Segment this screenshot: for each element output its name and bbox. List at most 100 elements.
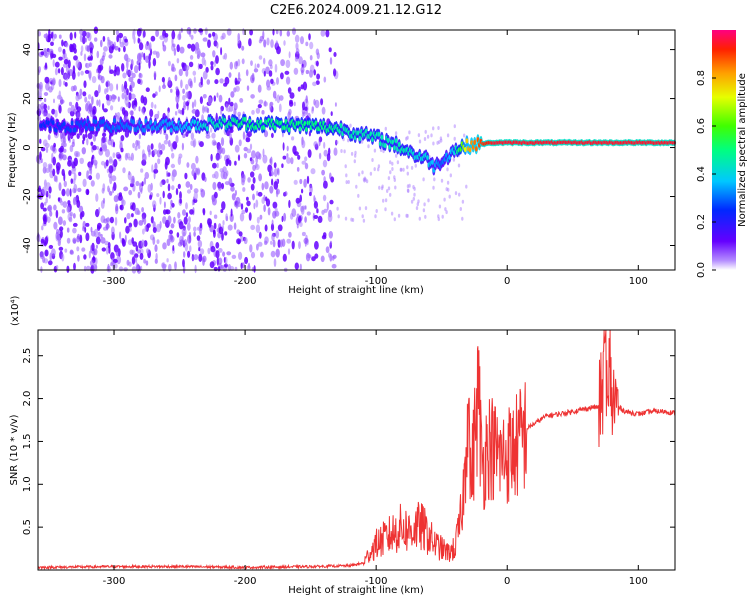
spectrogram-noise-cell xyxy=(179,46,185,54)
colorbar-tick-label: 0.4 xyxy=(696,166,707,182)
spectrogram-noise-cell xyxy=(88,103,93,113)
spectrogram-noise-cell xyxy=(213,95,216,102)
spectrogram-noise-cell xyxy=(328,231,333,239)
spectrogram-x-ticks: -300 -200 -100 0 100 xyxy=(103,30,648,287)
spectrogram-noise-cell xyxy=(71,141,75,148)
spectrogram-noise-cell xyxy=(337,214,340,219)
spectrogram-noise-cell xyxy=(137,37,141,44)
spectrogram-noise-cell xyxy=(215,112,218,122)
spectrogram-noise-cell xyxy=(131,72,136,79)
spectrogram-ridge-core xyxy=(474,146,478,152)
spectrogram-noise-cell xyxy=(353,159,356,164)
spectrogram-noise-cell xyxy=(309,191,312,197)
spectrogram-noise-cell xyxy=(193,226,197,232)
spectrogram-noise-cell xyxy=(406,171,409,176)
spectrogram-noise-cell xyxy=(152,200,157,209)
spectrogram-noise-cell xyxy=(82,226,85,232)
spectrogram-noise-cell xyxy=(73,157,79,167)
spectrogram-noise-cell xyxy=(229,101,234,107)
spectrogram-noise-cell xyxy=(296,213,300,218)
spectrogram-noise-cell xyxy=(156,223,161,233)
spectrogram-noise-cell xyxy=(58,182,62,191)
spectrogram-noise-cell xyxy=(107,242,111,249)
spectrogram-noise-cell xyxy=(138,133,142,140)
spectrogram-noise-cell xyxy=(242,28,245,36)
spectrogram-noise-cell xyxy=(240,262,243,269)
spectrogram-noise-cell xyxy=(152,227,157,233)
spectrogram-noise-cell xyxy=(245,137,251,143)
spectrogram-noise-cell xyxy=(423,137,427,141)
spectrogram-noise-cell xyxy=(61,133,66,139)
spectrogram-noise-cell xyxy=(276,46,281,55)
spectrogram-noise-cell xyxy=(112,141,116,148)
spectrogram-noise-cell xyxy=(271,132,274,139)
spectrogram-noise-cell xyxy=(316,208,319,214)
spectrogram-noise-cell xyxy=(209,261,215,269)
spectrogram-noise-cell xyxy=(280,59,285,67)
spectrogram-noise-cell xyxy=(308,33,311,41)
spectrogram-noise-cell xyxy=(72,187,77,194)
spectrogram-noise-cell xyxy=(143,177,147,185)
spectrogram-noise-cell xyxy=(179,198,182,204)
spectrogram-noise-cell xyxy=(141,207,145,213)
spectrogram-noise-cell xyxy=(197,226,200,231)
spectrogram-cells xyxy=(35,26,677,274)
spectrogram-noise-cell xyxy=(237,111,242,117)
spectrogram-noise-cell xyxy=(64,248,68,253)
spectrogram-noise-cell xyxy=(391,167,394,171)
spectrogram-ridge-core xyxy=(70,120,74,126)
spectrogram-noise-cell xyxy=(418,139,422,144)
spectrogram-noise-cell xyxy=(113,159,118,168)
spectrogram-noise-cell xyxy=(285,76,291,85)
spectrogram-noise-cell xyxy=(118,266,124,272)
spectrogram-noise-cell xyxy=(204,176,207,183)
spectrogram-noise-cell xyxy=(250,60,253,66)
spectrogram-noise-cell xyxy=(298,241,301,250)
spectrogram-noise-cell xyxy=(463,133,466,138)
spectrogram-noise-cell xyxy=(56,165,60,175)
spectrogram-frame xyxy=(37,29,676,271)
spectrogram-noise-cell xyxy=(261,110,265,115)
spectrogram-noise-cell xyxy=(212,50,216,58)
spectrogram-noise-cell xyxy=(114,263,118,269)
spectrogram-noise-cell xyxy=(98,84,101,94)
spectrogram-noise-cell xyxy=(131,256,136,265)
snr-y-tick-label: 2.0 xyxy=(22,391,33,407)
spectrogram-noise-cell xyxy=(39,151,42,161)
spectrogram-noise-cell xyxy=(94,90,99,98)
spectrogram-noise-cell xyxy=(261,182,265,191)
spectrogram-noise-cell xyxy=(105,149,110,158)
spectrogram-ridge-core xyxy=(168,121,172,127)
spectrogram-noise-cell xyxy=(69,145,74,153)
spectrogram-noise-cell xyxy=(218,145,223,154)
spectrogram-noise-cell xyxy=(106,86,109,93)
spectrogram-noise-cell xyxy=(252,177,256,184)
spectrogram-noise-cell xyxy=(126,212,131,220)
spectrogram-noise-cell xyxy=(101,247,107,252)
spectrogram-noise-cell xyxy=(446,133,450,138)
spectrogram-noise-cell xyxy=(436,140,439,145)
spectrogram-noise-cell xyxy=(190,162,196,171)
spectrogram-noise-cell xyxy=(291,208,297,218)
spectrogram-noise-cell xyxy=(92,145,97,151)
spectrogram-noise-cell xyxy=(172,43,176,48)
spectrogram-noise-cell xyxy=(246,131,252,138)
spectrogram-noise-cell xyxy=(177,183,181,189)
spectrogram-noise-cell xyxy=(69,188,72,197)
spectrogram-noise-cell xyxy=(136,60,139,66)
spectrogram-x-tick-label: 0 xyxy=(504,276,510,287)
spectrogram-noise-cell xyxy=(282,253,287,262)
spectrogram-noise-cell xyxy=(190,34,194,40)
spectrogram-noise-cell xyxy=(49,77,53,82)
spectrogram-noise-cell xyxy=(128,222,133,228)
spectrogram-noise-cell xyxy=(344,216,348,221)
spectrogram-noise-cell xyxy=(116,71,120,76)
spectrogram-noise-cell xyxy=(375,209,378,213)
spectrogram-noise-cell xyxy=(55,209,59,219)
spectrogram-ridge-core xyxy=(305,126,308,132)
spectrogram-noise-cell xyxy=(209,210,212,216)
spectrogram-noise-cell xyxy=(111,175,117,182)
spectrogram-noise-cell xyxy=(119,204,124,211)
spectrogram-noise-cell xyxy=(90,180,95,187)
spectrogram-noise-cell xyxy=(61,209,66,214)
